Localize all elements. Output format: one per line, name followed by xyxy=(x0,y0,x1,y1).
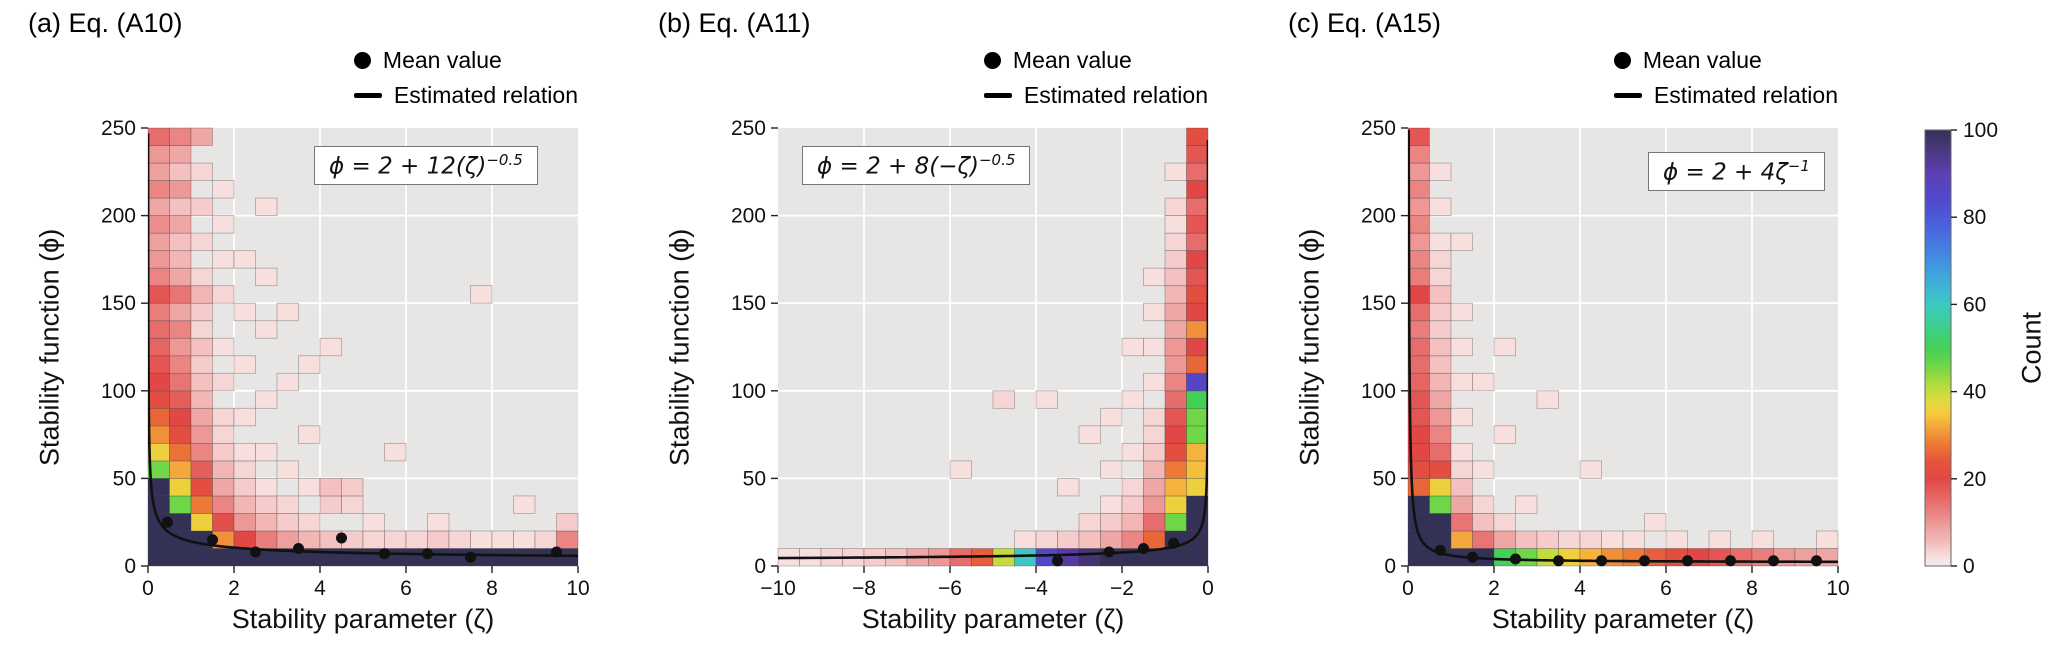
x-axis-label: Stability parameter (ζ) xyxy=(231,604,495,634)
svg-text:0: 0 xyxy=(124,555,136,578)
y-axis-label: Stability function (ϕ) xyxy=(664,228,695,466)
equation-base: ϕ = 2 + 8(−ζ) xyxy=(817,153,979,180)
svg-text:60: 60 xyxy=(1963,293,1986,316)
x-axis-label: Stability parameter (ζ) xyxy=(1491,604,1755,634)
svg-text:0: 0 xyxy=(1402,577,1414,600)
legend-label: Estimated relation xyxy=(1023,81,1208,108)
svg-text:0: 0 xyxy=(754,555,766,578)
legend-label: Mean value xyxy=(1642,46,1762,73)
svg-text:6: 6 xyxy=(1660,577,1672,600)
svg-text:250: 250 xyxy=(1361,117,1396,140)
svg-text:0: 0 xyxy=(1202,577,1214,600)
svg-text:4: 4 xyxy=(314,577,326,600)
svg-text:200: 200 xyxy=(101,205,136,228)
svg-text:8: 8 xyxy=(1746,577,1758,600)
svg-text:150: 150 xyxy=(731,292,766,315)
equation-box: ϕ = 2 + 4ζ−1 xyxy=(1648,152,1825,191)
panel-title: (b) Eq. (A11) xyxy=(658,8,811,38)
mean-dot-icon xyxy=(983,51,1001,69)
panel-title: (a) Eq. (A10) xyxy=(28,8,183,38)
equation-box: ϕ = 2 + 12(ζ)−0.5 xyxy=(314,146,538,185)
legend-label: Estimated relation xyxy=(1653,81,1838,108)
svg-text:−8: −8 xyxy=(852,577,876,600)
svg-text:250: 250 xyxy=(101,117,136,140)
svg-text:10: 10 xyxy=(566,577,589,600)
svg-text:150: 150 xyxy=(101,292,136,315)
colorbar-scale: 0 20 40 60 80 100 xyxy=(1924,119,1998,578)
legend-label: Mean value xyxy=(382,46,502,73)
svg-text:20: 20 xyxy=(1963,468,1986,491)
svg-text:100: 100 xyxy=(731,380,766,403)
svg-text:0: 0 xyxy=(142,577,154,600)
svg-text:−4: −4 xyxy=(1024,577,1048,600)
svg-text:8: 8 xyxy=(486,577,498,600)
legend-label: Estimated relation xyxy=(393,81,578,108)
relation-line-icon xyxy=(1613,92,1642,98)
y-axis-label: Stability function (ϕ) xyxy=(1294,228,1325,466)
legend: Mean value Estimated relation xyxy=(1613,44,1838,111)
equation-base: ϕ = 2 + 4ζ xyxy=(1663,159,1788,186)
svg-text:2: 2 xyxy=(228,577,240,600)
legend-relation-item: Estimated relation xyxy=(983,79,1208,111)
y-axis-label: Stability function (ϕ) xyxy=(34,228,65,466)
svg-text:4: 4 xyxy=(1574,577,1586,600)
legend: Mean value Estimated relation xyxy=(353,44,578,111)
svg-text:100: 100 xyxy=(1963,119,1998,142)
svg-text:6: 6 xyxy=(400,577,412,600)
svg-text:150: 150 xyxy=(1361,292,1396,315)
legend-mean-item: Mean value xyxy=(983,44,1132,76)
svg-text:2: 2 xyxy=(1488,577,1500,600)
equation-exponent: −1 xyxy=(1787,157,1810,175)
relation-line-icon xyxy=(983,92,1012,98)
legend-label: Mean value xyxy=(1012,46,1132,73)
colorbar: 0 20 40 60 80 100 Count xyxy=(1900,100,2067,656)
svg-text:−2: −2 xyxy=(1110,577,1134,600)
equation-exponent: −0.5 xyxy=(978,151,1016,169)
equation-base: ϕ = 2 + 12(ζ) xyxy=(329,153,487,180)
legend: Mean value Estimated relation xyxy=(983,44,1208,111)
svg-text:100: 100 xyxy=(1361,380,1396,403)
svg-text:0: 0 xyxy=(1963,555,1975,578)
svg-text:50: 50 xyxy=(1373,467,1396,490)
svg-text:10: 10 xyxy=(1826,577,1849,600)
svg-text:200: 200 xyxy=(1361,205,1396,228)
svg-text:250: 250 xyxy=(731,117,766,140)
relation-line-icon xyxy=(353,92,382,98)
svg-text:50: 50 xyxy=(113,467,136,490)
svg-text:−10: −10 xyxy=(760,577,796,600)
equation-exponent: −0.5 xyxy=(486,151,523,169)
colorbar-label: Count xyxy=(2016,311,2047,385)
panel-b: (b) Eq. (A11) Mean value Estimated relat… xyxy=(636,0,1266,656)
x-axis-label: Stability parameter (ζ) xyxy=(861,604,1125,634)
legend-relation-item: Estimated relation xyxy=(1613,79,1838,111)
mean-dot-icon xyxy=(1613,51,1631,69)
heatmap-plot: −10 −8 −6 −4 −2 0 0 50 100 150 200 250 xyxy=(731,117,1214,600)
svg-text:−6: −6 xyxy=(938,577,962,600)
equation-box: ϕ = 2 + 8(−ζ)−0.5 xyxy=(802,146,1031,185)
legend-mean-item: Mean value xyxy=(1613,44,1762,76)
panel-c: (c) Eq. (A15) Mean value Estimated relat… xyxy=(1266,0,1896,656)
svg-text:0: 0 xyxy=(1384,555,1396,578)
svg-text:200: 200 xyxy=(731,205,766,228)
panel-title: (c) Eq. (A15) xyxy=(1288,8,1442,38)
svg-text:100: 100 xyxy=(101,380,136,403)
svg-text:80: 80 xyxy=(1963,206,1986,229)
svg-text:40: 40 xyxy=(1963,381,1986,404)
mean-dot-icon xyxy=(353,51,371,69)
panel-a: (a) Eq. (A10) Mean value Estimated relat… xyxy=(6,0,636,656)
svg-text:50: 50 xyxy=(743,467,766,490)
legend-mean-item: Mean value xyxy=(353,44,502,76)
legend-relation-item: Estimated relation xyxy=(353,79,578,111)
